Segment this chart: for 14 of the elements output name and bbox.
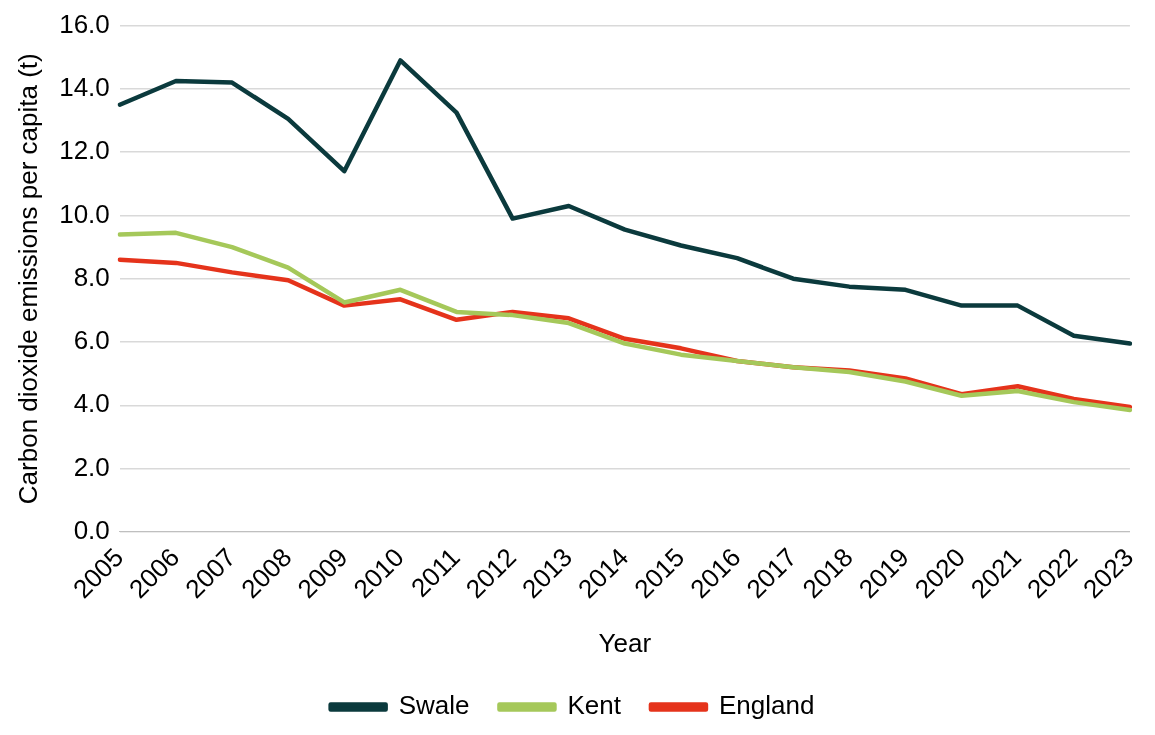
y-tick-label: 8.0: [73, 261, 110, 292]
x-axis-title: Year: [598, 627, 652, 658]
y-tick-label: 6.0: [73, 325, 110, 356]
y-tick-label: 4.0: [73, 388, 110, 419]
legend-label: Swale: [398, 690, 470, 721]
y-tick-label: 12.0: [59, 135, 110, 166]
legend-label: Kent: [567, 690, 622, 721]
y-axis-title: Carbon dioxide emissions per capita (t): [12, 53, 43, 505]
legend-label: England: [718, 690, 815, 721]
y-tick-label: 0.0: [73, 515, 110, 546]
y-tick-label: 14.0: [59, 72, 110, 103]
y-tick-label: 10.0: [59, 198, 110, 229]
y-tick-label: 16.0: [59, 8, 110, 39]
y-tick-label: 2.0: [73, 451, 110, 482]
